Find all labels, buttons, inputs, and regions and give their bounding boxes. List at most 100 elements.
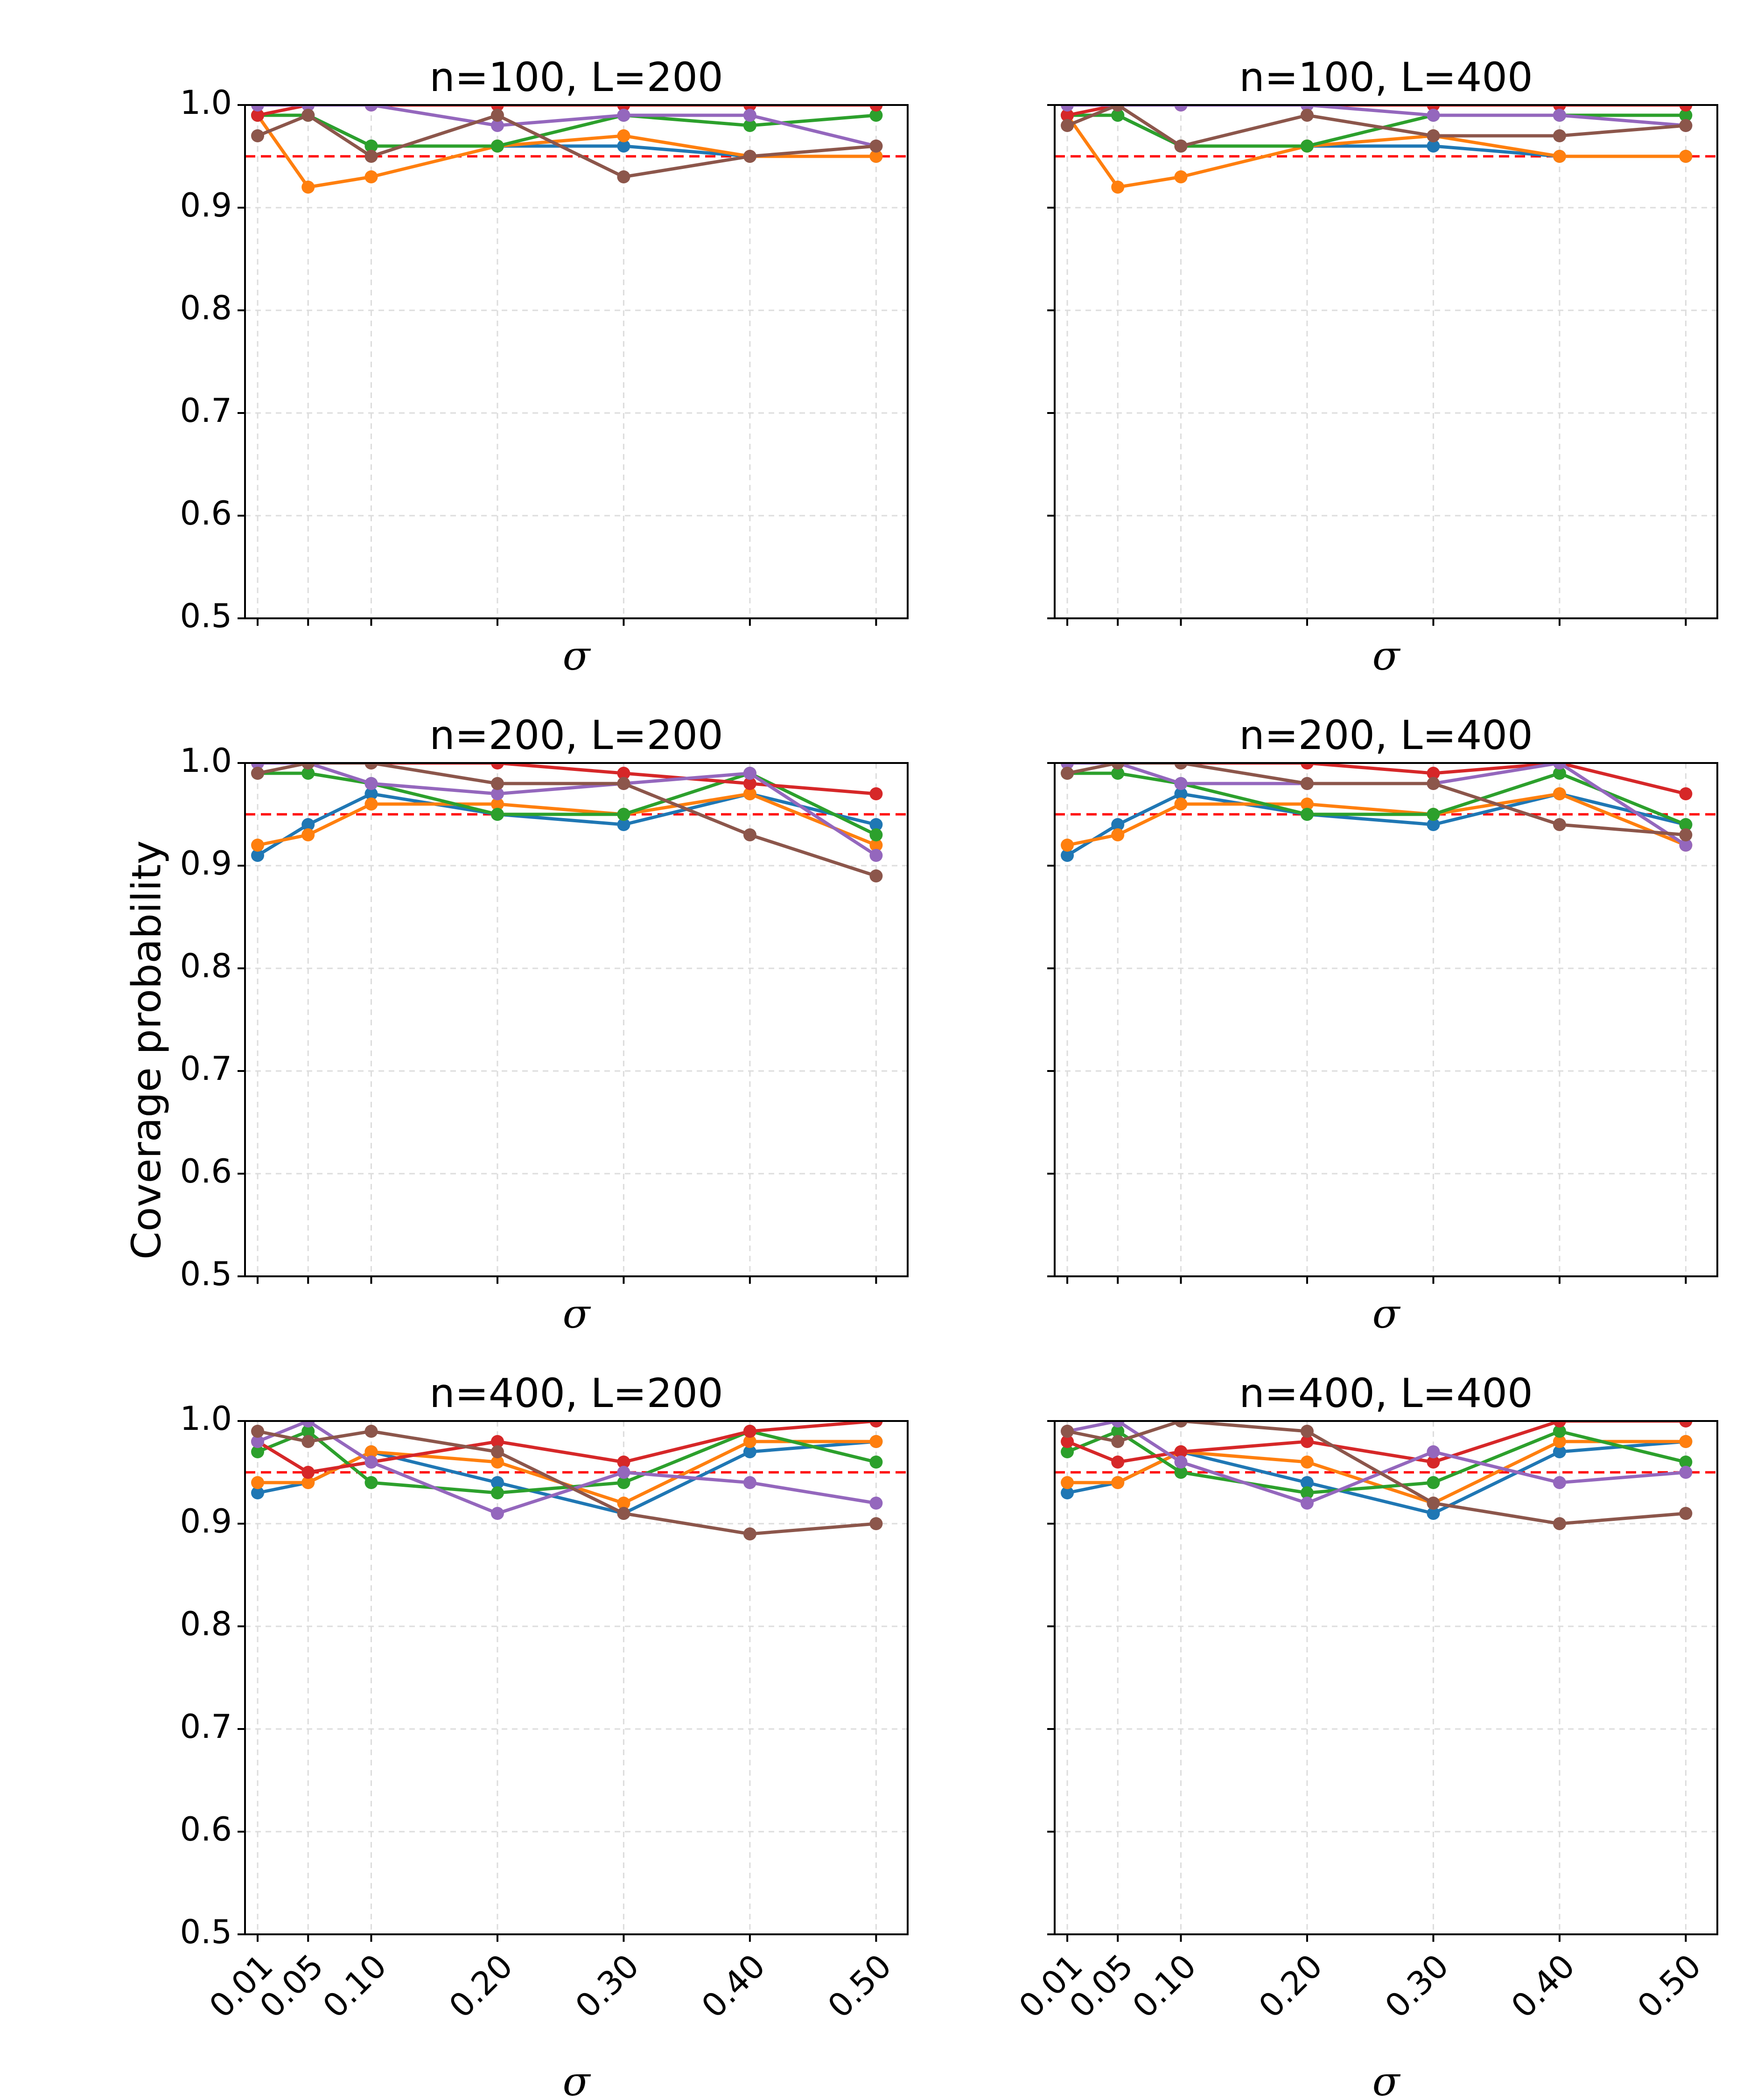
data-point [1427, 1476, 1440, 1489]
data-point [1111, 767, 1125, 780]
data-point [1300, 798, 1314, 811]
data-point [1679, 787, 1693, 800]
axes-frame [244, 762, 909, 1277]
panel-3: 0.5 0.6 0.7 0.8 0.9 1.0 n=200, L=200 σ [180, 712, 909, 1337]
data-point [490, 1445, 504, 1458]
data-point [1061, 119, 1074, 132]
data-point [490, 808, 504, 821]
data-point [617, 818, 630, 831]
data-point [1300, 109, 1314, 122]
data-point [1061, 1486, 1074, 1499]
data-point [490, 798, 504, 811]
data-point [743, 119, 756, 132]
data-point [1679, 119, 1693, 132]
axes-frame [244, 1420, 909, 1935]
data-point [869, 818, 883, 831]
data-point [869, 1435, 883, 1448]
data-point [743, 777, 756, 790]
y-tick-label: 0.8 [180, 947, 232, 985]
data-point [364, 1425, 378, 1438]
data-point [1111, 1425, 1125, 1438]
data-point [1553, 1476, 1566, 1489]
data-point [1300, 1497, 1314, 1510]
data-point [869, 869, 883, 882]
data-point [1300, 777, 1314, 790]
data-point [617, 777, 630, 790]
data-point [743, 828, 756, 841]
data-point [251, 849, 265, 862]
y-tick-label: 0.6 [180, 1152, 232, 1190]
data-point [1111, 818, 1125, 831]
data-point [1300, 808, 1314, 821]
panel-title: n=100, L=400 [1239, 54, 1533, 101]
data-point [743, 1435, 756, 1448]
data-point [1061, 1476, 1074, 1489]
panel-1: 0.5 0.6 0.7 0.8 0.9 1.0 n=100, L=200 σ [180, 54, 909, 679]
data-point [1553, 1445, 1566, 1458]
data-point [1427, 777, 1440, 790]
data-point [869, 1517, 883, 1530]
data-point [869, 787, 883, 800]
data-point [301, 1466, 315, 1479]
data-point [1427, 129, 1440, 142]
data-point [1427, 1497, 1440, 1510]
data-point [301, 1476, 315, 1489]
data-point [869, 1497, 883, 1510]
data-point [364, 1445, 378, 1458]
data-point [1679, 1507, 1693, 1520]
data-point [1553, 109, 1566, 122]
y-tick-label: 0.7 [180, 392, 232, 430]
data-point [251, 1445, 265, 1458]
data-point [1174, 170, 1188, 183]
data-point [1061, 839, 1074, 852]
data-point [364, 777, 378, 790]
axes-frame [1054, 762, 1718, 1277]
data-point [1300, 1486, 1314, 1499]
y-tick-label: 0.5 [180, 597, 232, 635]
y-tick-label: 0.6 [180, 1810, 232, 1848]
data-point [490, 119, 504, 132]
data-point [1553, 1425, 1566, 1438]
data-point [1174, 798, 1188, 811]
data-point [1553, 787, 1566, 800]
y-tick-label: 0.7 [180, 1050, 232, 1088]
data-point [364, 170, 378, 183]
axes-frame [244, 104, 909, 619]
data-point [1553, 1517, 1566, 1530]
data-point [617, 129, 630, 142]
data-point [617, 767, 630, 780]
data-point [251, 109, 265, 122]
y-tick-label: 0.8 [180, 289, 232, 327]
y-tick-label: 0.8 [180, 1605, 232, 1643]
data-point [1679, 109, 1693, 122]
data-point [1679, 1456, 1693, 1469]
data-point [1111, 181, 1125, 194]
data-point [869, 1456, 883, 1469]
data-point [617, 1507, 630, 1520]
data-point [617, 1476, 630, 1489]
data-point [869, 849, 883, 862]
y-tick-label: 0.9 [180, 186, 232, 224]
data-point [1427, 808, 1440, 821]
data-point [1427, 818, 1440, 831]
data-point [1061, 1435, 1074, 1448]
data-point [869, 839, 883, 852]
y-tick-label: 0.5 [180, 1913, 232, 1951]
data-point [743, 767, 756, 780]
data-point [743, 787, 756, 800]
data-point [251, 1425, 265, 1438]
panel-title: n=200, L=400 [1239, 712, 1533, 759]
data-point [869, 150, 883, 163]
data-point [1427, 1507, 1440, 1520]
data-point [490, 787, 504, 800]
data-point [364, 140, 378, 153]
data-point [1300, 1425, 1314, 1438]
data-point [1300, 140, 1314, 153]
data-point [1679, 1435, 1693, 1448]
y-tick-label: 1.0 [180, 1400, 232, 1438]
data-point [490, 1476, 504, 1489]
data-point [743, 1425, 756, 1438]
data-point [301, 109, 315, 122]
data-point [1427, 1456, 1440, 1469]
data-point [490, 1435, 504, 1448]
